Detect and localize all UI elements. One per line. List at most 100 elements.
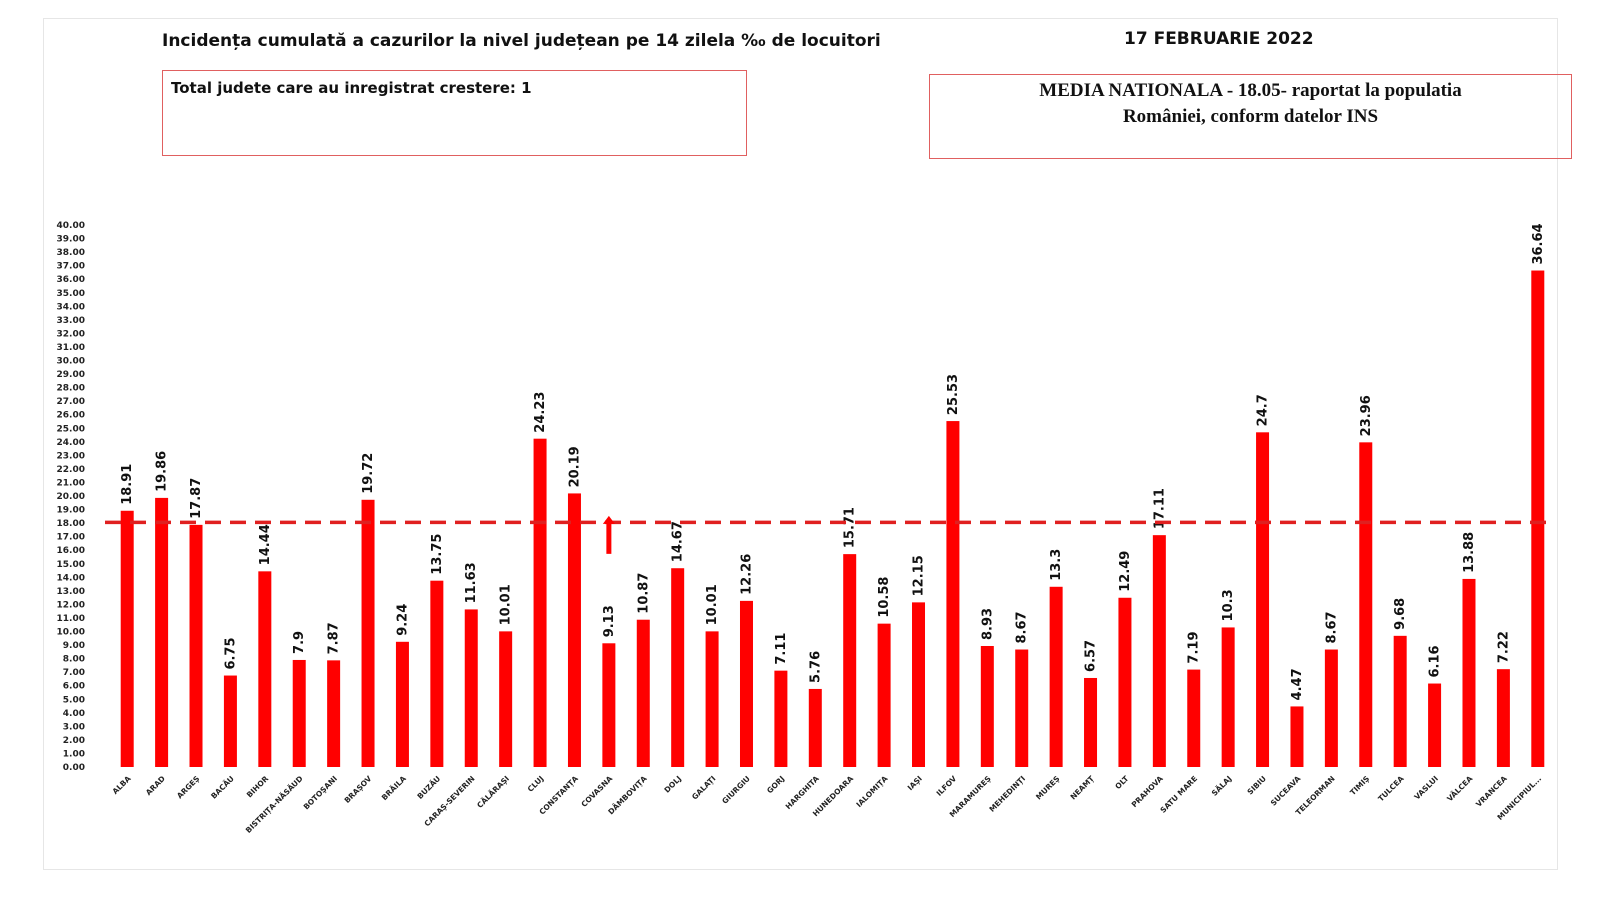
bar-value-label: 7.19: [1187, 631, 1202, 663]
y-tick-label: 26.00: [57, 411, 85, 421]
bar-bac-u: [223, 675, 237, 767]
bar-sibiu: [1256, 432, 1270, 767]
y-tick-label: 16.00: [57, 546, 85, 556]
bar-boto-ani: [327, 660, 341, 767]
increase-arrow-shaft: [606, 521, 612, 554]
bar-timi: [1359, 442, 1373, 767]
y-tick-label: 3.00: [63, 722, 85, 732]
bar-value-label: 12.15: [912, 555, 927, 596]
bar-br-ila: [395, 641, 409, 767]
national-average-line1: MEDIA NATIONALA - 18.05- raportat la pop…: [1039, 80, 1462, 101]
bar-value-label: 13.75: [430, 534, 445, 575]
bar-prahova: [1152, 535, 1166, 767]
y-tick-label: 27.00: [57, 397, 85, 407]
y-tick-label: 40.00: [57, 221, 85, 231]
increase-summary-text: Total judete care au inregistrat crester…: [171, 79, 532, 97]
bar-value-label: 14.67: [671, 521, 686, 562]
y-tick-label: 1.00: [63, 749, 85, 759]
x-category-label: BUZĂU: [415, 774, 442, 801]
bar-value-label: 13.3: [1049, 549, 1064, 581]
x-category-label: SĂLAJ: [1210, 774, 1234, 798]
x-category-label: SIBIU: [1245, 774, 1267, 796]
x-category-label: TIMIȘ: [1348, 774, 1371, 797]
bar-bistri-a-n-s-ud: [292, 659, 306, 767]
y-tick-label: 6.00: [63, 682, 85, 692]
bar-value-label: 12.26: [739, 554, 754, 595]
bar-mehedin-i: [1015, 649, 1029, 767]
bar-value-label: 19.86: [155, 451, 170, 492]
bar-constan-a: [567, 493, 581, 767]
bar-value-label: 10.01: [705, 584, 720, 625]
bar-gorj: [774, 670, 788, 767]
bars: 18.91 19.86 17.87 6.75 14.44 7.9 7.87 19.72 9.24…: [120, 223, 1546, 767]
y-axis: 0.00 1.00 2.00 3.00 4.00 5.00 6.00 7.00 8.00 9.00…: [57, 221, 85, 773]
bar-ia-i: [912, 602, 926, 767]
x-category-label: VASLUI: [1412, 774, 1440, 802]
y-tick-label: 20.00: [57, 492, 85, 502]
bar-tulcea: [1393, 635, 1407, 767]
bar-mure: [1049, 586, 1063, 767]
y-tick-label: 33.00: [57, 316, 85, 326]
x-category-label: BRAȘOV: [343, 774, 374, 805]
bar-d-mbovi-a: [636, 619, 650, 767]
y-tick-label: 37.00: [57, 262, 85, 272]
x-category-label: OLT: [1113, 773, 1131, 791]
bar-value-label: 9.68: [1393, 598, 1408, 630]
bar-value-label: 7.22: [1496, 631, 1511, 663]
y-tick-label: 10.00: [57, 628, 85, 638]
national-average-box: MEDIA NATIONALA - 18.05- raportat la pop…: [929, 74, 1572, 159]
bar-value-label: 8.67: [1324, 611, 1339, 643]
bar-value-label: 9.13: [602, 605, 617, 637]
bar-olt: [1118, 597, 1132, 767]
bar-giurgiu: [739, 600, 753, 767]
bar-harghita: [808, 688, 822, 767]
y-tick-label: 29.00: [57, 370, 85, 380]
y-tick-label: 39.00: [57, 235, 85, 245]
bar-ialomi-a: [877, 623, 891, 767]
y-tick-label: 32.00: [57, 329, 85, 339]
report-date: 17 FEBRUARIE 2022: [1124, 29, 1314, 49]
bar-value-label: 11.63: [464, 562, 479, 603]
x-category-label: ILFOV: [935, 774, 959, 798]
bar-hunedoara: [843, 554, 857, 767]
y-tick-label: 25.00: [57, 424, 85, 434]
y-tick-label: 23.00: [57, 451, 85, 461]
y-tick-label: 11.00: [57, 614, 85, 624]
x-category-label: CLUJ: [526, 774, 546, 794]
bar-value-label: 10.01: [499, 584, 514, 625]
x-category-label: IAȘI: [906, 774, 924, 792]
x-category-label: HARGHITA: [784, 774, 821, 811]
bar-vrancea: [1496, 669, 1510, 767]
bar-cluj: [533, 438, 547, 767]
y-tick-label: 15.00: [57, 560, 85, 570]
bar-bihor: [258, 571, 272, 767]
y-tick-label: 17.00: [57, 533, 85, 543]
bar-value-label: 6.57: [1084, 640, 1099, 672]
bar-value-label: 12.49: [1118, 551, 1133, 592]
x-category-label: PRAHOVA: [1130, 774, 1165, 809]
bar-teleorman: [1324, 649, 1338, 767]
bar-neam: [1084, 677, 1098, 767]
bar-satu-mare: [1187, 669, 1201, 767]
bar-bra-ov: [361, 499, 375, 767]
x-category-label: MEHEDINȚI: [987, 774, 1028, 815]
y-tick-label: 31.00: [57, 343, 85, 353]
x-category-label: GORJ: [765, 774, 786, 795]
x-category-label: IALOMIȚA: [854, 774, 890, 810]
y-tick-label: 18.00: [57, 519, 85, 529]
y-tick-label: 5.00: [63, 695, 85, 705]
y-tick-label: 9.00: [63, 641, 85, 651]
bar-value-label: 36.64: [1531, 223, 1546, 264]
bar-value-label: 7.87: [327, 622, 342, 654]
y-tick-label: 14.00: [57, 573, 85, 583]
bar-arge: [189, 524, 203, 767]
bar-value-label: 4.47: [1290, 668, 1305, 700]
x-category-label: ARGEȘ: [175, 774, 201, 800]
x-category-label: BACĂU: [209, 774, 236, 801]
bar-vaslui: [1428, 683, 1442, 767]
bar-value-label: 8.67: [1015, 611, 1030, 643]
x-category-label: DOLJ: [662, 774, 683, 795]
x-axis: ALBA ARAD ARGEȘ BACĂU BIHORBISTRIȚA-NĂSĂUDBO…: [111, 773, 1544, 835]
bar-value-label: 19.72: [361, 453, 376, 494]
